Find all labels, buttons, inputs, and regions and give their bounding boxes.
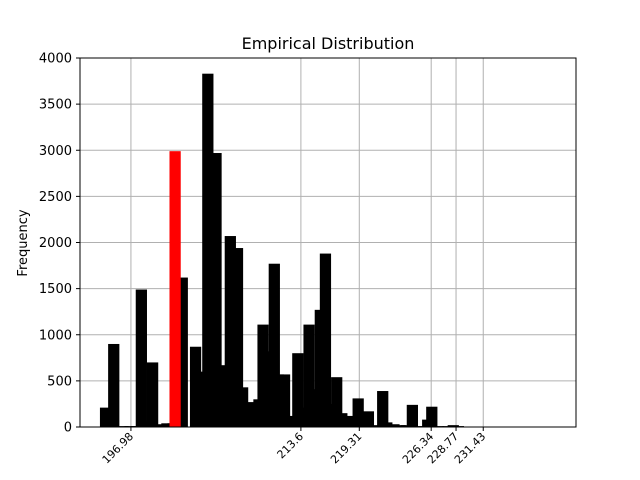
histogram-bar: [272, 374, 285, 427]
histogram-bar: [381, 422, 393, 427]
histogram-bar: [210, 153, 222, 427]
histogram-bar: [146, 362, 159, 427]
grid-layer: [80, 57, 576, 428]
y-tick-label: 500: [47, 374, 72, 389]
y-tick-label: 2500: [39, 190, 72, 205]
histogram-bar: [268, 263, 280, 427]
histogram-bar: [202, 73, 214, 428]
histogram-bar: [257, 324, 269, 427]
histogram-bar: [189, 346, 202, 427]
bar-layer: [99, 73, 511, 428]
histogram-bar: [426, 406, 438, 427]
histogram-bar: [140, 421, 153, 427]
y-tick-label: 4000: [39, 52, 72, 67]
histogram-bar: [217, 365, 229, 427]
histogram-bar: [283, 415, 295, 427]
histogram-bar: [388, 424, 400, 427]
histogram-bar: [108, 343, 120, 427]
y-tick-label: 2000: [39, 236, 72, 251]
histogram-bar: [362, 411, 375, 427]
y-tick-label: 3500: [39, 98, 72, 113]
histogram-bar: [343, 415, 355, 427]
histogram-bar: [297, 407, 309, 427]
histogram-bar: [247, 402, 259, 427]
x-tick-label: 213.6: [275, 430, 306, 461]
histogram-bar: [406, 404, 418, 427]
y-tick-label: 0: [64, 421, 72, 436]
y-tick-label: 3000: [39, 144, 72, 159]
y-axis-label: Frequency: [16, 209, 31, 276]
y-tick-label: 1500: [39, 282, 72, 297]
histogram-bar: [224, 236, 236, 427]
histogram-bar: [231, 248, 244, 427]
histogram-bar: [292, 353, 304, 427]
histogram-bar: [377, 391, 389, 427]
histogram-bar: [99, 407, 112, 427]
histogram-bar: [241, 424, 253, 427]
y-tick-label: 1000: [39, 328, 72, 343]
histogram-bar: [176, 277, 188, 427]
histogram-bar: [135, 289, 147, 427]
histogram-bar: [370, 425, 383, 427]
histogram-bar: [278, 374, 291, 427]
histogram-bar: [303, 324, 315, 427]
histogram-bar: [336, 413, 348, 427]
histogram-bar: [400, 425, 412, 427]
histogram-bar: [236, 387, 249, 427]
histogram-bar: [319, 253, 332, 427]
x-tick-label: 219.31: [328, 430, 364, 466]
histogram-bar: [161, 423, 173, 427]
chart-title: Empirical Distribution: [242, 34, 415, 53]
histogram-bar: [331, 377, 343, 427]
x-tick-label: 196.98: [100, 430, 136, 466]
y-axis: 0 500 1000 1500 2000 2500 3000 3500 4000: [39, 52, 80, 436]
highlighted-bar: [169, 151, 181, 428]
histogram-bar: [196, 371, 208, 427]
histogram-bar: [394, 425, 406, 427]
